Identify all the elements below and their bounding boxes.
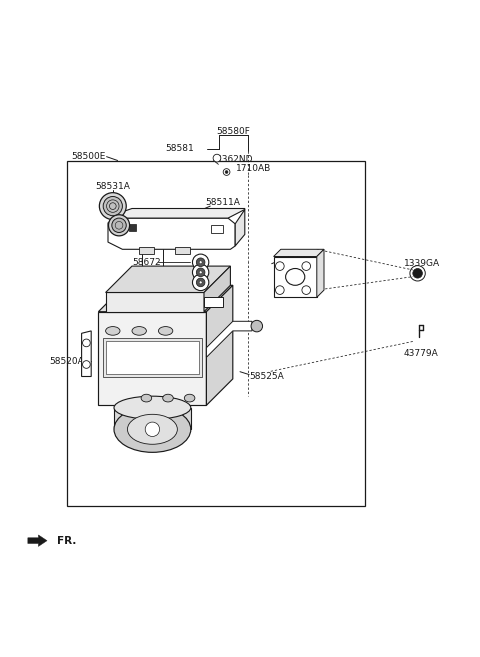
Circle shape [413, 269, 422, 278]
Text: 58580F: 58580F [216, 127, 250, 136]
Ellipse shape [114, 396, 191, 419]
Ellipse shape [132, 327, 146, 335]
Ellipse shape [158, 327, 173, 335]
Text: 58672: 58672 [132, 258, 161, 267]
Text: 59145: 59145 [283, 252, 312, 261]
Circle shape [99, 193, 126, 219]
Text: 1339GA: 1339GA [404, 259, 441, 267]
Polygon shape [211, 225, 223, 233]
Polygon shape [98, 311, 206, 405]
Text: 58672: 58672 [132, 268, 161, 277]
Circle shape [213, 154, 221, 162]
Bar [175, 247, 190, 254]
Text: 58672: 58672 [132, 278, 161, 287]
Polygon shape [108, 218, 235, 249]
Polygon shape [98, 285, 233, 311]
Circle shape [108, 215, 130, 236]
Polygon shape [204, 298, 223, 307]
Circle shape [112, 218, 126, 233]
Text: 1362ND: 1362ND [217, 155, 253, 164]
Bar [67, 160, 365, 506]
Circle shape [302, 286, 311, 294]
Polygon shape [274, 249, 324, 256]
Polygon shape [206, 321, 252, 357]
Polygon shape [106, 292, 204, 311]
Circle shape [276, 286, 284, 294]
Polygon shape [235, 210, 245, 246]
Ellipse shape [184, 394, 195, 402]
Circle shape [223, 169, 230, 175]
Circle shape [196, 258, 205, 267]
Text: 58511A: 58511A [206, 198, 240, 207]
Polygon shape [129, 224, 136, 231]
Text: 58581: 58581 [166, 144, 194, 153]
Circle shape [196, 268, 205, 277]
Circle shape [225, 171, 228, 173]
Text: FR.: FR. [57, 535, 76, 546]
Polygon shape [114, 408, 191, 429]
Circle shape [192, 254, 209, 271]
Polygon shape [82, 331, 91, 376]
Text: 58531A: 58531A [96, 183, 130, 191]
Ellipse shape [163, 394, 173, 402]
Circle shape [199, 261, 202, 263]
Text: 58520A: 58520A [49, 357, 84, 366]
Ellipse shape [128, 415, 178, 444]
Text: 58500E: 58500E [72, 152, 106, 161]
Bar [103, 338, 202, 376]
Circle shape [302, 261, 311, 271]
Text: 58525A: 58525A [250, 372, 284, 381]
Ellipse shape [114, 406, 191, 452]
Polygon shape [106, 266, 230, 292]
Circle shape [103, 196, 122, 215]
Bar [274, 256, 317, 298]
Polygon shape [204, 266, 230, 311]
Circle shape [199, 271, 202, 274]
Ellipse shape [286, 269, 305, 285]
Circle shape [199, 281, 202, 284]
Ellipse shape [106, 327, 120, 335]
Ellipse shape [141, 394, 152, 402]
Circle shape [251, 321, 263, 332]
Circle shape [196, 278, 205, 286]
Circle shape [276, 261, 284, 271]
Circle shape [192, 264, 209, 281]
Polygon shape [28, 535, 47, 547]
Circle shape [145, 422, 159, 436]
Circle shape [83, 339, 90, 347]
Text: 1710AB: 1710AB [236, 164, 271, 173]
Polygon shape [206, 285, 233, 405]
Bar [139, 247, 154, 254]
Circle shape [83, 361, 90, 369]
Polygon shape [115, 208, 245, 218]
Bar [106, 340, 199, 374]
Circle shape [192, 274, 209, 290]
Text: 43779A: 43779A [404, 349, 438, 358]
Polygon shape [317, 249, 324, 298]
